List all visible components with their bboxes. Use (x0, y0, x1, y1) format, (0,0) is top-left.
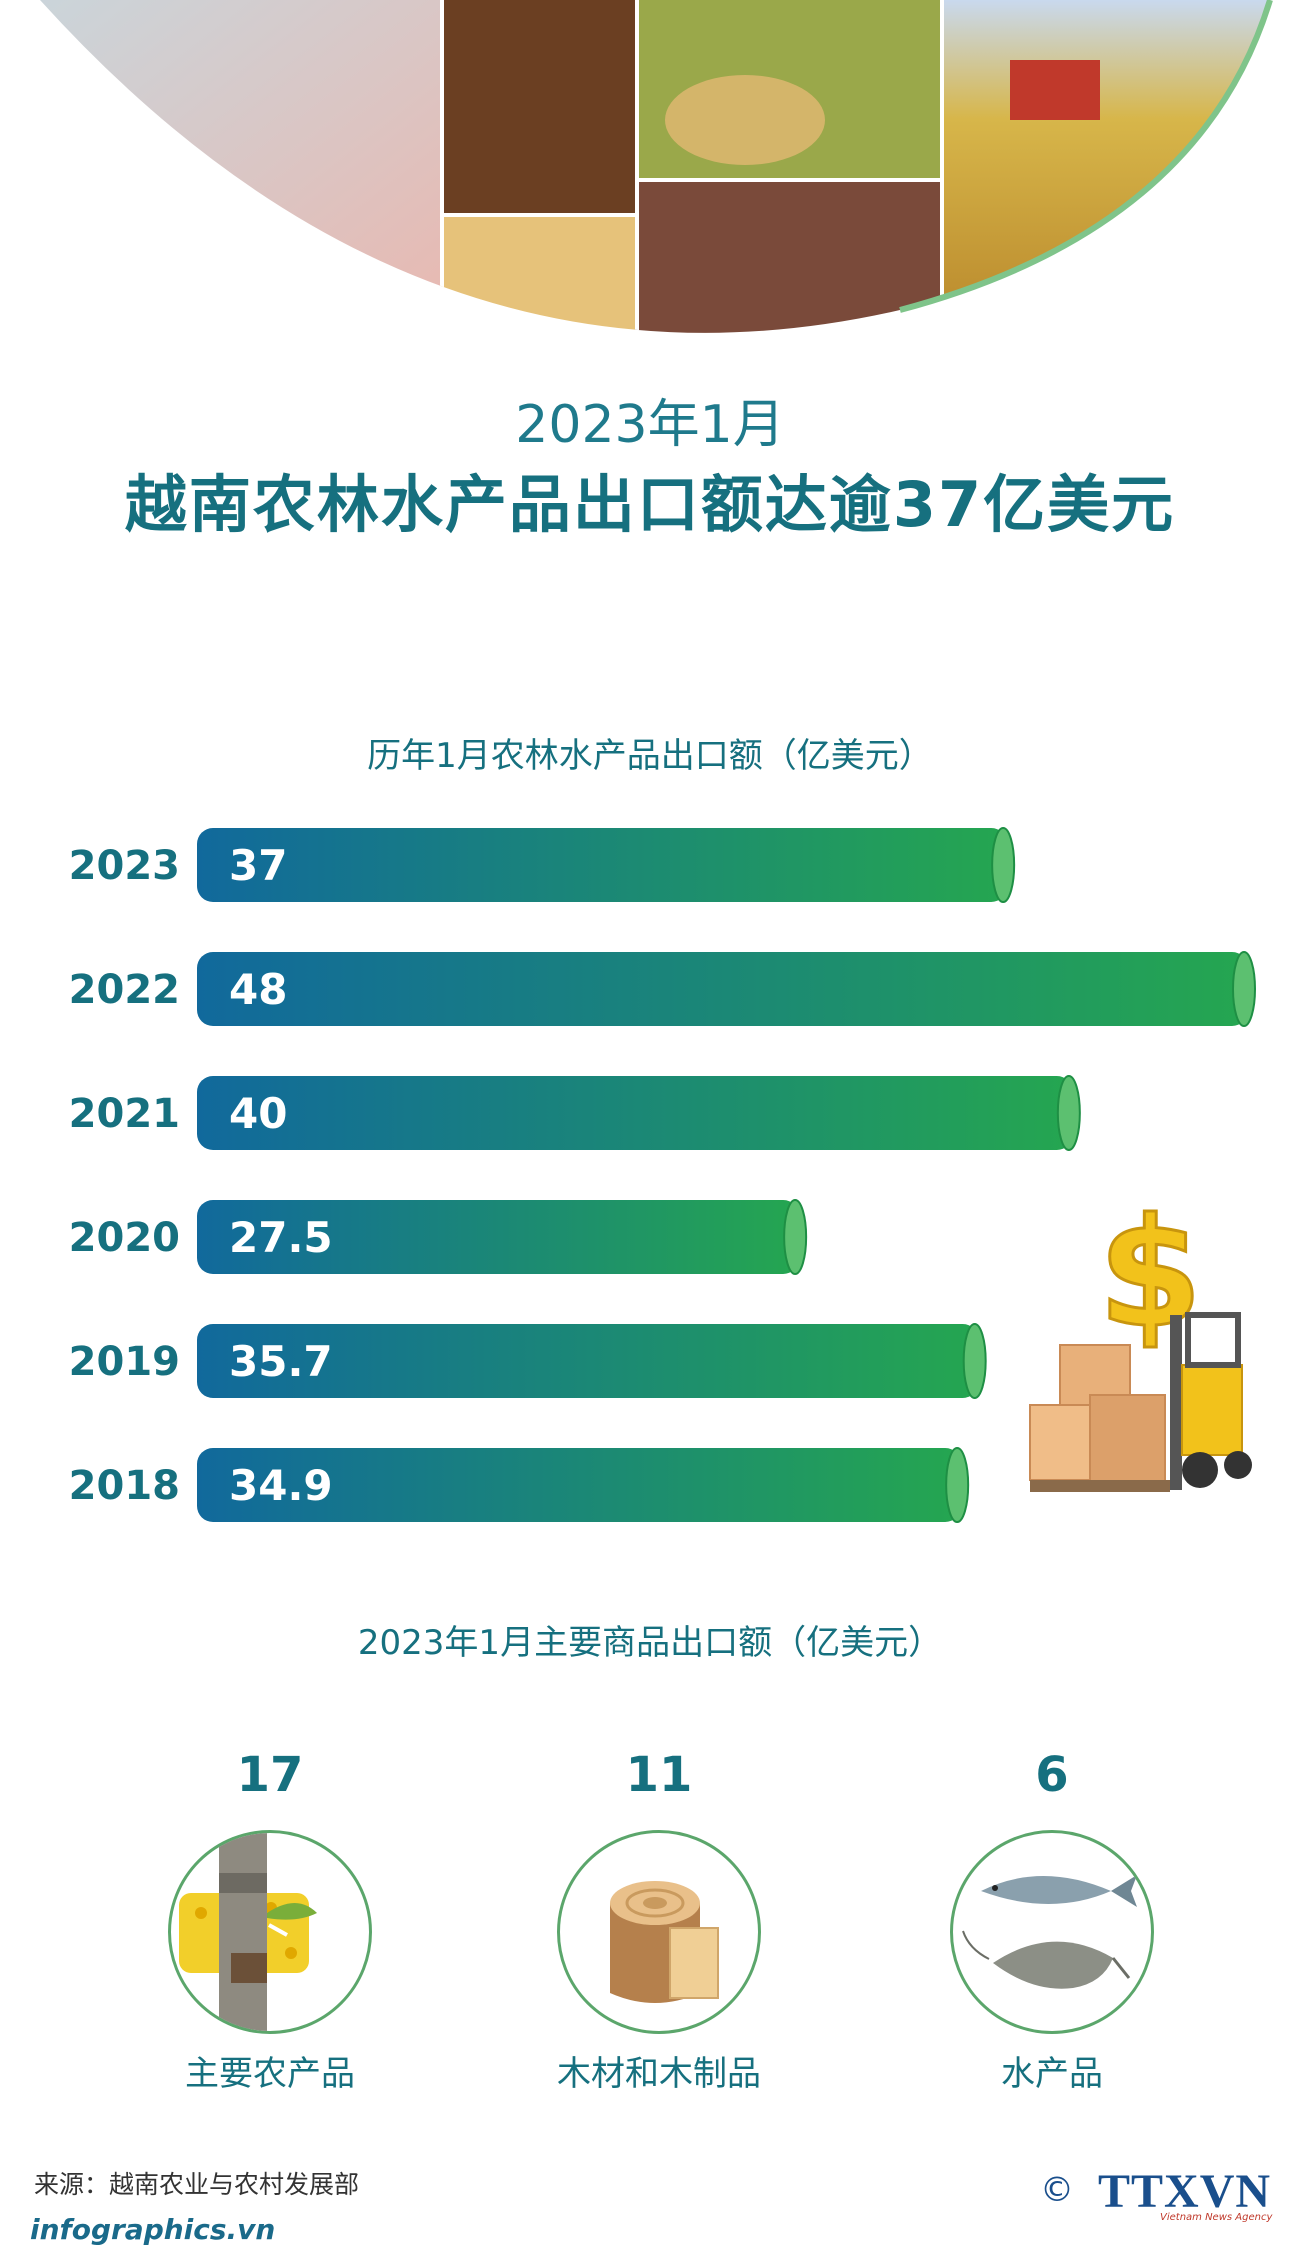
brand-subtitle: Vietnam News Agency (1160, 2212, 1273, 2223)
harvester-field-photo (940, 0, 1270, 333)
bar-end-cap (1056, 1075, 1081, 1151)
commodity-wood: 11 木材和木制品 (499, 1740, 819, 2095)
site-link[interactable]: infographics.vn (30, 2213, 276, 2246)
bar-mark (197, 828, 1008, 902)
coffee-beans-photo (440, 0, 635, 215)
fish-shrimp-icon (950, 1830, 1154, 2034)
bar-category-label: 2018 (69, 1463, 180, 1509)
bar-value-label: 34.9 (229, 1461, 333, 1510)
bar-value-label: 48 (229, 965, 287, 1014)
bar-end-cap (962, 1323, 987, 1399)
rubber-icon (168, 1830, 372, 2034)
forklift-icon (1170, 1312, 1252, 1490)
bar-category-label: 2023 (69, 843, 180, 889)
forklift-dollar-illustration: $ (1020, 1175, 1260, 1535)
dollar-sign-icon: $ (1097, 1186, 1204, 1363)
brand-name: TTXVN (1098, 2165, 1272, 2218)
bar-category-label: 2019 (69, 1339, 180, 1385)
bar-category-label: 2020 (69, 1215, 180, 1261)
wood-planks-photo (440, 215, 635, 333)
title-date: 2023年1月 (515, 395, 785, 455)
bar-chart: 2023 37 2022 48 2021 40 2020 27.5 2019 35.7 2018 34… (0, 800, 1300, 1560)
bar-chart-svg: 2023 37 2022 48 2021 40 2020 27.5 2019 35.7 2018 34… (69, 827, 1256, 1523)
commodity-label: 木材和木制品 (557, 2054, 761, 2094)
commodity-value: 6 (1035, 1747, 1069, 1803)
commodities-title: 2023年1月主要商品出口额（亿美元） (357, 1623, 943, 1663)
bar-value-label: 27.5 (229, 1213, 333, 1262)
bar-end-cap (991, 827, 1016, 903)
bar-mark (197, 1448, 962, 1522)
bar-value-label: 35.7 (229, 1337, 333, 1386)
bar-end-cap (783, 1199, 808, 1275)
title-headline: 越南农林水产品出口额达逾37亿美元 (124, 468, 1176, 541)
bar-mark (197, 1076, 1073, 1150)
fruit-harvest-photo (635, 180, 940, 333)
bar-category-label: 2021 (69, 1091, 180, 1137)
commodity-label: 水产品 (1001, 2054, 1103, 2094)
footer-bar (0, 2210, 1300, 2250)
commodities-row: 17 主要农产品 11 木材和木制品 (0, 1740, 1300, 2140)
commodity-agricultural: 17 主要农产品 (110, 1740, 430, 2095)
commodity-label: 主要农产品 (185, 2054, 355, 2094)
hero-photo-collage (0, 0, 1300, 340)
bar-value-label: 40 (229, 1089, 287, 1138)
ttxvn-logo: © TTXVN Vietnam News Agency (1040, 2165, 1280, 2228)
bar-mark (197, 1324, 979, 1398)
bar-category-label: 2022 (69, 967, 180, 1013)
bar-end-cap (1232, 951, 1256, 1027)
page-title: 2023年1月 越南农林水产品出口额达逾37亿美元 (0, 390, 1300, 550)
fish-processing-photo (40, 0, 440, 333)
bar-mark (197, 1200, 800, 1274)
wood-log-icon (557, 1830, 761, 2034)
bar-value-label: 37 (229, 841, 287, 890)
commodity-seafood: 6 水产品 (892, 1740, 1212, 2095)
cardboard-boxes-icon (1029, 1344, 1170, 1492)
svg-text:$: $ (1098, 1187, 1202, 1361)
commodity-value: 11 (625, 1747, 693, 1803)
bar-chart-title: 历年1月农林水产品出口额（亿美元） (367, 736, 933, 776)
copyright-icon: © (1040, 2170, 1074, 2210)
bar-end-cap (945, 1447, 970, 1523)
commodity-value: 17 (236, 1747, 304, 1803)
bar-mark (197, 952, 1248, 1026)
source-note: 来源：越南农业与农村发展部 (34, 2170, 360, 2199)
